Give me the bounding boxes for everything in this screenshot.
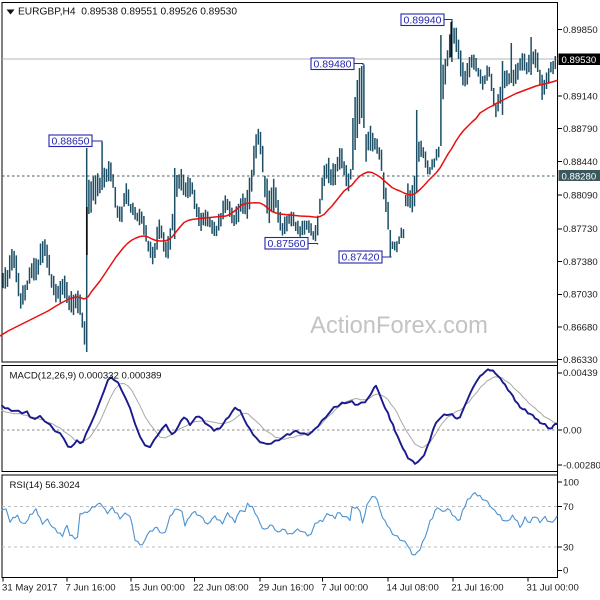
svg-text:7 Jul 00:00: 7 Jul 00:00 — [321, 583, 368, 594]
svg-text:MACD(12,26,9) 0.000332 0.00038: MACD(12,26,9) 0.000332 0.000389 — [10, 371, 162, 382]
svg-text:0.88280: 0.88280 — [562, 172, 597, 183]
svg-text:22 Jun 08:00: 22 Jun 08:00 — [193, 583, 248, 594]
svg-text:0.89530: 0.89530 — [562, 55, 597, 66]
svg-text:0.88790: 0.88790 — [563, 124, 598, 135]
svg-text:0.86330: 0.86330 — [563, 355, 598, 366]
svg-text:0.87730: 0.87730 — [563, 224, 598, 235]
svg-text:0.87380: 0.87380 — [563, 257, 598, 268]
svg-text:0.89480: 0.89480 — [314, 58, 352, 70]
svg-text:31 Jul 00:00: 31 Jul 00:00 — [527, 583, 579, 594]
svg-text:0.89940: 0.89940 — [404, 14, 442, 26]
svg-text:14 Jul 08:00: 14 Jul 08:00 — [387, 583, 439, 594]
svg-text:100: 100 — [563, 477, 579, 488]
svg-text:0.89140: 0.89140 — [563, 91, 598, 102]
svg-text:0.00: 0.00 — [563, 425, 582, 436]
svg-text:RSI(14) 56.3024: RSI(14) 56.3024 — [10, 480, 81, 491]
svg-text:0.87030: 0.87030 — [563, 290, 598, 301]
svg-text:0.88650: 0.88650 — [52, 135, 90, 147]
svg-text:29 Jun 16:00: 29 Jun 16:00 — [259, 583, 314, 594]
svg-text:EURGBP,H4 0.89538 0.89551 0.8: EURGBP,H4 0.89538 0.89551 0.89526 0.8953… — [18, 7, 237, 18]
svg-text:21 Jul 16:00: 21 Jul 16:00 — [451, 583, 503, 594]
svg-text:-0.002805: -0.002805 — [563, 461, 600, 472]
svg-text:7 Jun 16:00: 7 Jun 16:00 — [66, 583, 116, 594]
svg-text:0.87560: 0.87560 — [268, 238, 306, 250]
svg-text:0.87420: 0.87420 — [342, 252, 380, 264]
svg-text:70: 70 — [563, 502, 574, 513]
svg-text:0.86680: 0.86680 — [563, 322, 598, 333]
svg-text:30: 30 — [563, 542, 574, 553]
svg-text:0.88440: 0.88440 — [563, 157, 598, 168]
svg-text:ActionForex.com: ActionForex.com — [310, 313, 488, 339]
svg-text:15 Jun 00:00: 15 Jun 00:00 — [129, 583, 184, 594]
svg-text:0.88090: 0.88090 — [563, 191, 598, 202]
svg-text:31 May 2017: 31 May 2017 — [2, 583, 57, 594]
svg-text:0: 0 — [563, 566, 568, 577]
svg-text:0.89850: 0.89850 — [563, 25, 598, 36]
svg-text:0.00439: 0.00439 — [563, 368, 598, 379]
